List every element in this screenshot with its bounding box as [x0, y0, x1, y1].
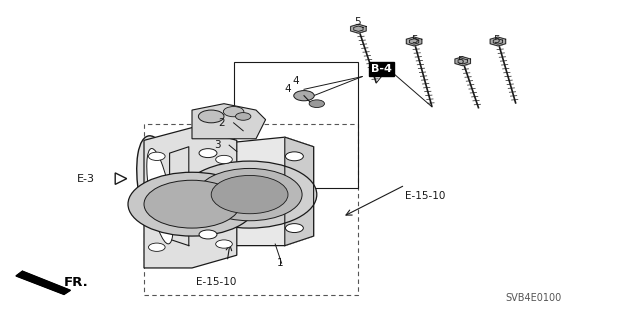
Polygon shape: [192, 104, 266, 139]
Text: 1: 1: [277, 258, 284, 268]
Text: B-4: B-4: [371, 63, 392, 74]
Ellipse shape: [147, 149, 173, 244]
Circle shape: [309, 100, 324, 108]
Circle shape: [148, 243, 165, 251]
Circle shape: [216, 240, 232, 248]
Text: E-15-10: E-15-10: [405, 191, 445, 201]
Circle shape: [199, 149, 217, 158]
Polygon shape: [410, 39, 419, 44]
Circle shape: [285, 224, 303, 233]
Text: 3: 3: [214, 140, 221, 150]
Polygon shape: [351, 24, 366, 33]
Polygon shape: [455, 57, 470, 66]
Circle shape: [198, 110, 224, 123]
Circle shape: [182, 161, 317, 228]
Polygon shape: [16, 271, 70, 294]
Polygon shape: [406, 37, 422, 46]
Circle shape: [285, 152, 303, 161]
Polygon shape: [490, 37, 506, 46]
Text: E-3: E-3: [77, 174, 95, 184]
Bar: [144, 124, 358, 295]
Text: 4: 4: [293, 76, 300, 86]
Circle shape: [128, 172, 256, 236]
Text: 5: 5: [354, 17, 360, 27]
Text: E-15-10: E-15-10: [196, 277, 237, 287]
Polygon shape: [170, 147, 189, 246]
Circle shape: [144, 180, 240, 228]
Circle shape: [216, 155, 232, 164]
Text: 5: 5: [493, 35, 499, 45]
Polygon shape: [189, 137, 314, 246]
Circle shape: [294, 91, 314, 101]
Text: 5: 5: [412, 35, 418, 45]
Polygon shape: [354, 26, 363, 31]
Text: SVB4E0100: SVB4E0100: [506, 293, 562, 303]
Text: 2: 2: [219, 118, 225, 128]
Polygon shape: [144, 128, 237, 268]
Circle shape: [197, 168, 302, 221]
Polygon shape: [285, 137, 314, 246]
Text: 4: 4: [285, 84, 291, 94]
Polygon shape: [493, 39, 502, 44]
Ellipse shape: [137, 136, 183, 256]
Bar: [234, 62, 358, 188]
Polygon shape: [458, 59, 467, 64]
Circle shape: [223, 107, 244, 117]
Circle shape: [236, 113, 251, 120]
Circle shape: [148, 152, 165, 160]
Text: 5: 5: [458, 56, 464, 66]
Circle shape: [199, 230, 217, 239]
Text: FR.: FR.: [64, 276, 89, 289]
Circle shape: [211, 175, 288, 214]
